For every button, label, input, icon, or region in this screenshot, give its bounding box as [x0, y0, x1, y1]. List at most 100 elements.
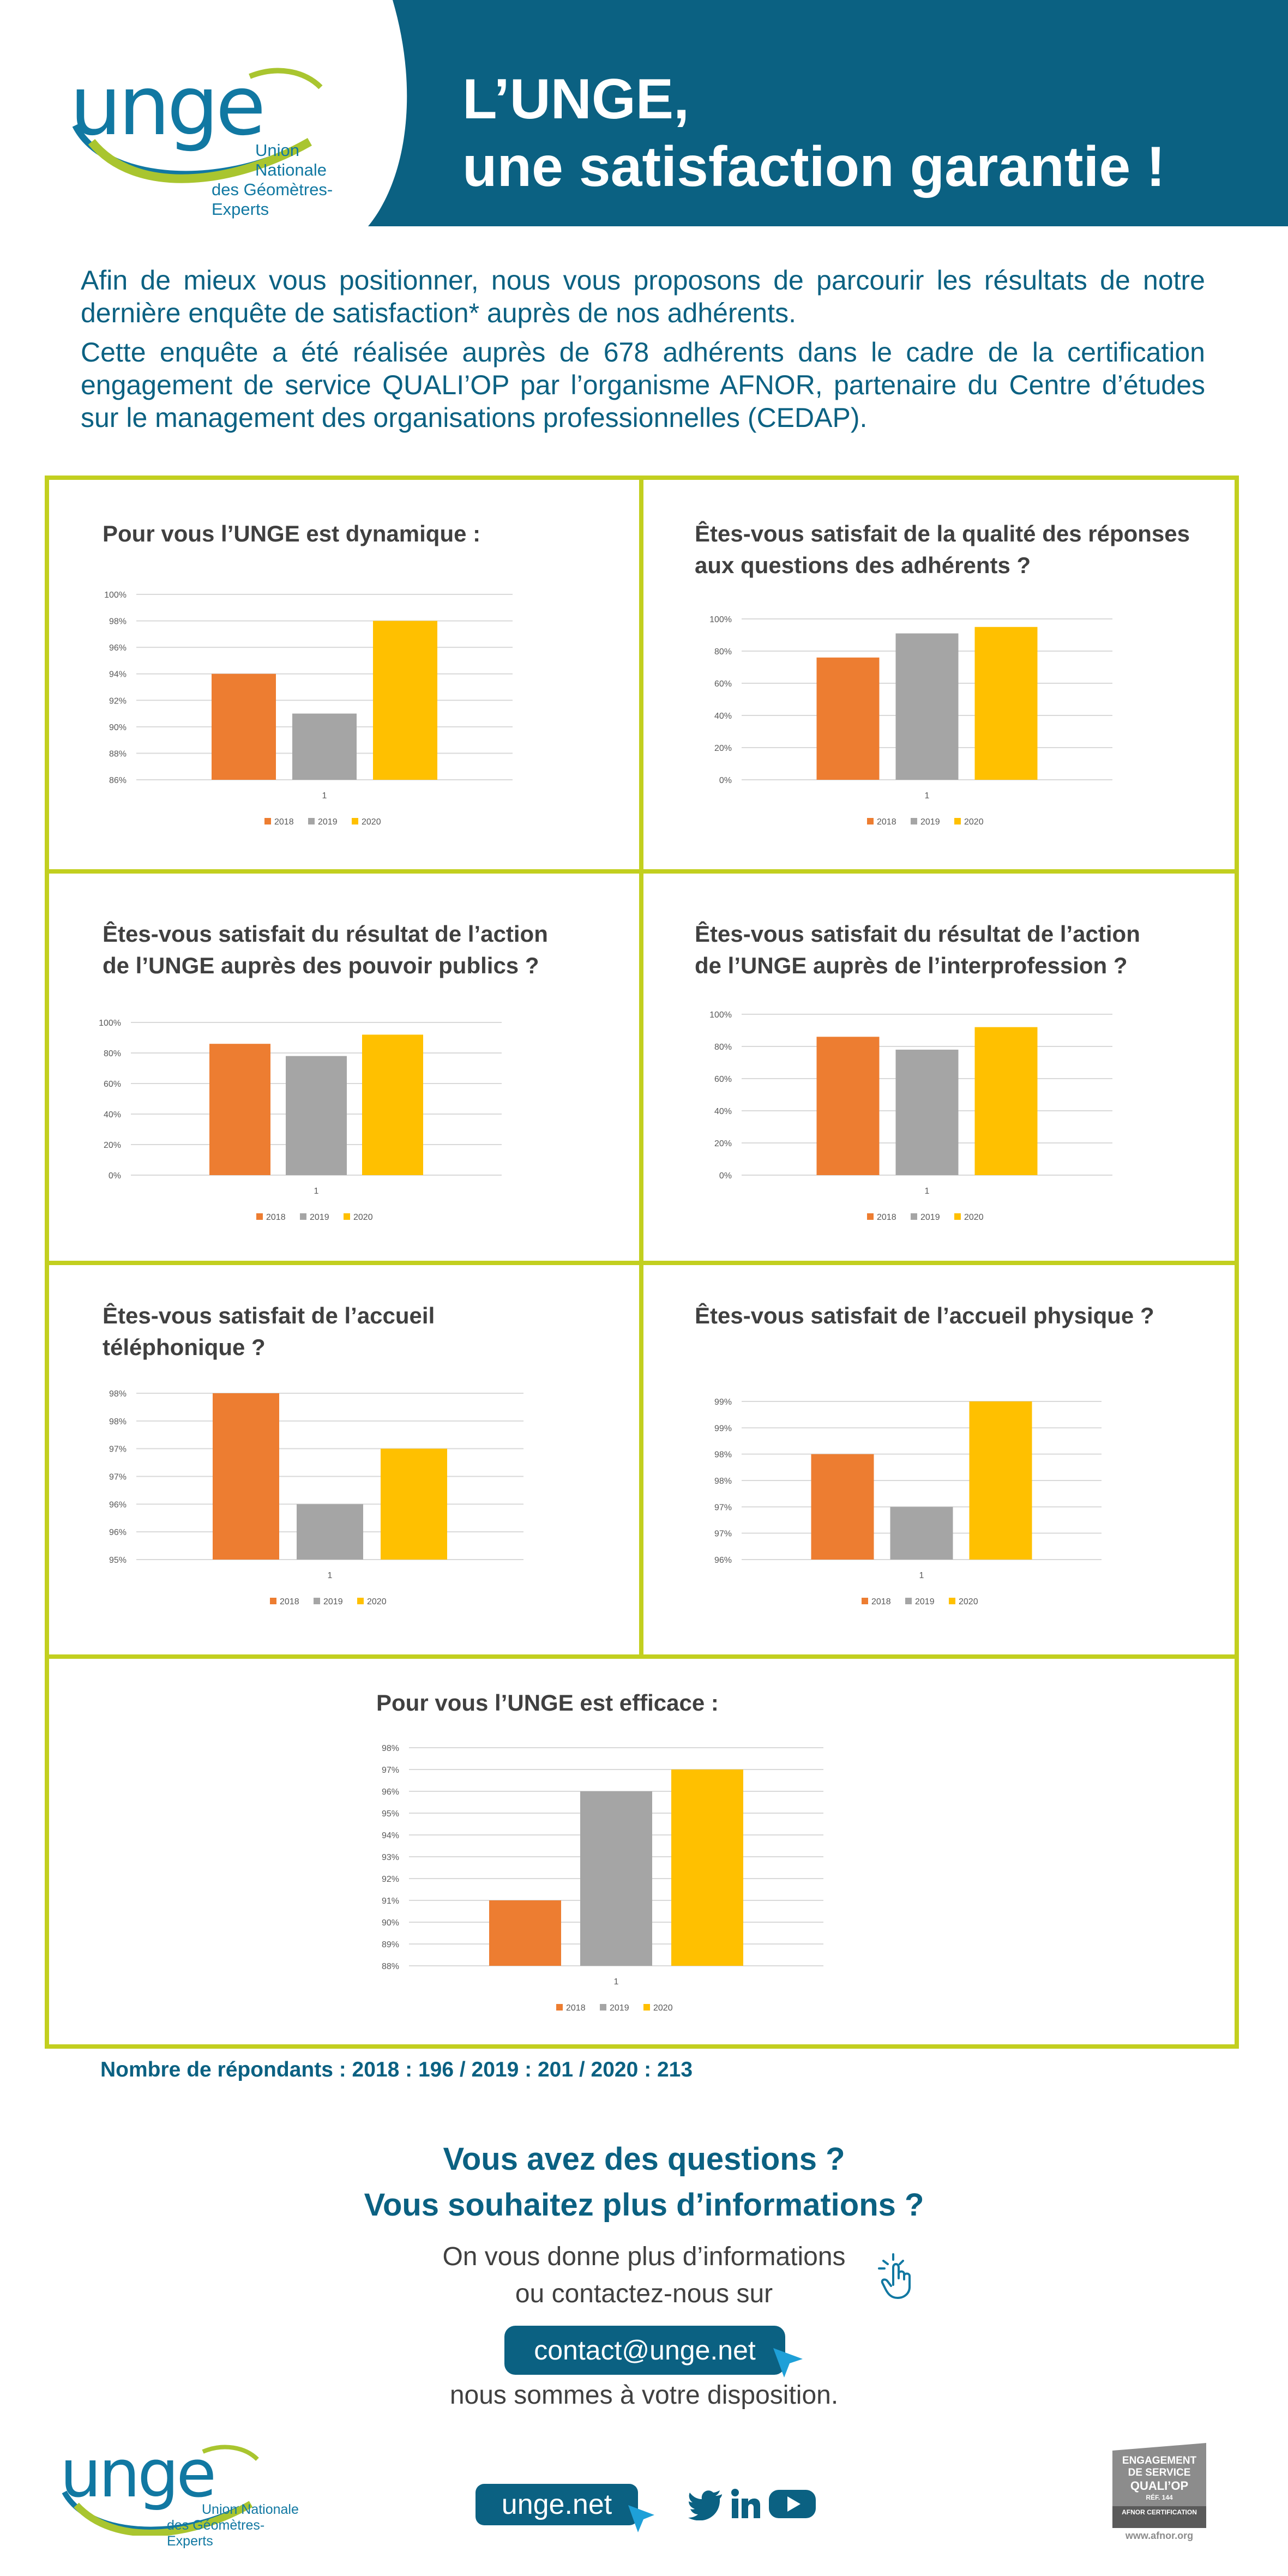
- bar-2019: [297, 1504, 363, 1560]
- y-tick-label: 90%: [109, 723, 127, 732]
- bar-2019: [895, 1049, 959, 1175]
- y-tick-label: 89%: [382, 1940, 399, 1949]
- y-tick-label: 98%: [382, 1744, 399, 1753]
- bar-2020: [969, 1401, 1032, 1560]
- legend-swatch-2020: [954, 818, 961, 824]
- y-tick-label: 80%: [104, 1049, 121, 1058]
- grid-divider-vertical-1: [639, 476, 643, 874]
- logo-swoosh: [72, 68, 323, 183]
- x-tick-label: 1: [925, 1187, 930, 1196]
- bar-2020: [974, 1027, 1038, 1175]
- legend-label-2020: 2020: [964, 817, 984, 827]
- y-tick-label: 91%: [382, 1897, 399, 1906]
- contact-info-line2: ou contactez-nous sur: [515, 2279, 773, 2308]
- y-tick-label: 98%: [714, 1450, 732, 1460]
- y-tick-label: 95%: [109, 1556, 127, 1565]
- twitter-icon[interactable]: [688, 2490, 723, 2520]
- contact-info-line1[interactable]: On vous donne plus d’informations: [0, 2238, 1288, 2276]
- legend-swatch-2018: [556, 2004, 563, 2011]
- intro-paragraph-1: Afin de mieux vous positionner, nous vou…: [81, 265, 1205, 328]
- legend-swatch-2019: [911, 818, 917, 824]
- y-tick-label: 0%: [719, 776, 732, 785]
- y-tick-label: 90%: [382, 1918, 399, 1928]
- y-tick-label: 88%: [109, 749, 127, 759]
- legend-swatch-2020: [344, 1213, 350, 1220]
- chart-accueil-telephonique: 98% 98% 97% 97% 96% 96% 95% 1 2018 2019 2020: [109, 1389, 523, 1606]
- y-tick-label: 96%: [109, 643, 127, 653]
- legend-label-2018: 2018: [280, 1597, 299, 1606]
- y-tick-label: 100%: [104, 591, 127, 600]
- chart-title-dynamique: Pour vous l’UNGE est dynamique :: [103, 518, 480, 550]
- y-tick-label: 20%: [714, 1139, 732, 1148]
- chart-title-line: Êtes-vous satisfait de l’accueil physiqu…: [695, 1303, 1154, 1328]
- contact-question-2: Vous souhaitez plus d’informations ?: [364, 2187, 924, 2223]
- bar-2018: [209, 1044, 270, 1175]
- header-band: [368, 0, 1288, 226]
- bar-2018: [816, 657, 880, 780]
- legend-swatch-2018: [862, 1598, 868, 1604]
- chart-title-interprofession: Êtes-vous satisfait du résultat de l’act…: [695, 918, 1140, 982]
- bar-2019: [895, 633, 959, 780]
- y-tick-label: 80%: [714, 1043, 732, 1052]
- afnor-line1: ENGAGEMENT: [1122, 2455, 1197, 2466]
- more-info-link[interactable]: On vous donne plus d’informations: [442, 2242, 846, 2271]
- chart-title-line: Êtes-vous satisfait de l’accueil: [103, 1303, 435, 1328]
- y-tick-label: 97%: [109, 1473, 127, 1482]
- site-cursor-icon: [628, 2505, 654, 2532]
- youtube-icon[interactable]: [769, 2488, 816, 2520]
- footer-logo-swoosh: [62, 2445, 259, 2536]
- legend-label-2020: 2020: [964, 1213, 984, 1222]
- linkedin-icon[interactable]: [731, 2489, 761, 2519]
- chart-title-line: aux questions des adhérents ?: [695, 552, 1031, 578]
- y-tick-label: 20%: [714, 744, 732, 753]
- chart-title-qualite-reponses: Êtes-vous satisfait de la qualité des ré…: [695, 518, 1190, 581]
- legend-swatch-2020: [352, 818, 358, 824]
- y-tick-label: 97%: [382, 1766, 399, 1775]
- y-tick-label: 0%: [719, 1171, 732, 1181]
- legend-label-2018: 2018: [566, 2003, 586, 2013]
- website-link[interactable]: unge.net: [476, 2484, 638, 2525]
- legend-label-2018: 2018: [877, 817, 896, 827]
- y-tick-label: 20%: [104, 1141, 121, 1150]
- legend-label-2020: 2020: [959, 1597, 978, 1606]
- y-tick-label: 80%: [714, 647, 732, 657]
- y-tick-label: 93%: [382, 1853, 399, 1862]
- chart-dynamique: 100% 98% 96% 94% 92% 90% 88% 86% 1 2018 2019 2020: [104, 591, 513, 827]
- bar-2018: [816, 1037, 880, 1175]
- y-tick-label: 100%: [709, 615, 732, 624]
- y-tick-label: 94%: [382, 1831, 399, 1840]
- x-tick-label: 1: [925, 791, 930, 801]
- legend-label-2020: 2020: [353, 1213, 373, 1222]
- bar-2018: [489, 1900, 561, 1966]
- legend-swatch-2020: [949, 1598, 955, 1604]
- legend-swatch-2018: [867, 1213, 874, 1220]
- legend-label-2018: 2018: [871, 1597, 891, 1606]
- x-tick-label: 1: [919, 1571, 924, 1580]
- contact-email-button[interactable]: contact@unge.net: [504, 2326, 785, 2375]
- y-tick-label: 0%: [109, 1171, 121, 1181]
- intro-text: Afin de mieux vous positionner, nous vou…: [81, 264, 1205, 441]
- legend-label-2020: 2020: [653, 2003, 673, 2013]
- legend-label-2018: 2018: [266, 1213, 286, 1222]
- bar-2018: [212, 673, 276, 780]
- legend-label-2019: 2019: [318, 817, 338, 827]
- y-tick-label: 86%: [109, 776, 127, 785]
- bar-2019: [580, 1791, 652, 1966]
- legend-swatch-2020: [643, 2004, 650, 2011]
- y-tick-label: 94%: [109, 670, 127, 679]
- bar-2020: [381, 1448, 447, 1560]
- footer-unge-logo: unge Union Nationale des Géomètres-Exper…: [60, 2437, 300, 2549]
- y-tick-label: 40%: [714, 1107, 732, 1116]
- y-tick-label: 40%: [714, 712, 732, 721]
- y-tick-label: 98%: [109, 617, 127, 627]
- legend-swatch-2019: [300, 1213, 306, 1220]
- y-tick-label: 60%: [714, 1075, 732, 1084]
- footer-logo-subtitle-line2: des Géomètres-Experts: [167, 2518, 265, 2549]
- email-cursor-icon: [773, 2348, 803, 2378]
- grid-divider-row-3: [45, 1654, 1239, 1659]
- click-hand-icon: [878, 2253, 911, 2300]
- bar-2018: [811, 1454, 874, 1560]
- intro-paragraph-2: Cette enquête a été réalisée auprès de 6…: [81, 337, 1205, 433]
- y-tick-label: 92%: [382, 1875, 399, 1884]
- page-title-line1: L’UNGE,: [462, 68, 690, 131]
